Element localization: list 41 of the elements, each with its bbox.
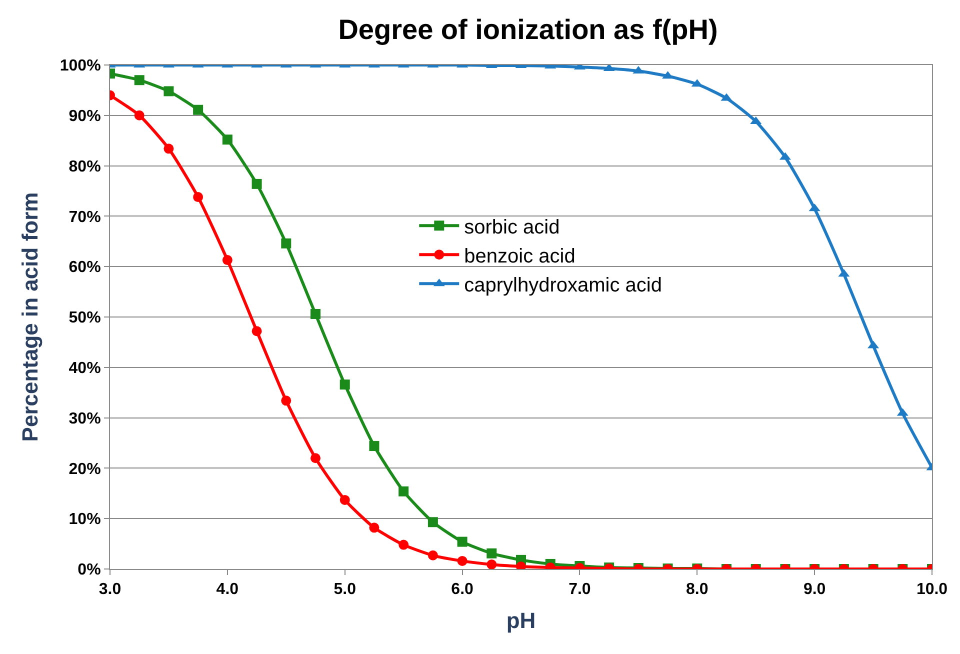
x-tick-label: 9.0 [803, 581, 826, 598]
y-tick-label: 80% [68, 158, 101, 176]
x-tick-label: 5.0 [334, 581, 356, 598]
legend-label: caprylhydroxamic acid [464, 274, 662, 296]
legend-label: sorbic acid [464, 216, 560, 238]
point [193, 104, 204, 115]
y-tick-label: 50% [68, 310, 101, 327]
y-tick-label: 0% [78, 562, 101, 579]
point [252, 178, 262, 189]
point [222, 134, 232, 145]
point [134, 110, 144, 120]
y-tick-label: 10% [68, 511, 101, 528]
point [252, 326, 262, 336]
x-tick-label: 3.0 [98, 581, 122, 598]
point [281, 238, 292, 248]
y-tick-label: 90% [68, 108, 101, 125]
y-axis-title: Percentage in acid form [18, 192, 43, 442]
point [398, 486, 409, 496]
point [193, 192, 204, 202]
chart-title: Degree of ionization as f(pH) [338, 14, 718, 46]
y-tick-label: 30% [68, 410, 101, 428]
point [340, 494, 350, 505]
y-tick-label: 20% [68, 460, 101, 478]
y-tick-label: 60% [68, 259, 101, 276]
point [164, 86, 174, 96]
x-tick-label: 4.0 [216, 581, 239, 598]
y-tick-label: 40% [68, 360, 101, 377]
point [340, 380, 350, 390]
point [222, 255, 232, 266]
x-axis-title: pH [506, 608, 536, 634]
x-tick-label: 6.0 [451, 581, 474, 598]
point [281, 396, 292, 406]
y-tick-label: 70% [68, 208, 101, 226]
point [164, 144, 174, 154]
y-tick-label: 100% [60, 58, 101, 75]
point [310, 308, 320, 319]
x-tick-label: 8.0 [686, 581, 708, 598]
point [134, 75, 144, 86]
x-tick-label: 10.0 [916, 581, 948, 598]
x-tick-label: 7.0 [568, 581, 591, 598]
legend-label: benzoic acid [464, 245, 576, 268]
